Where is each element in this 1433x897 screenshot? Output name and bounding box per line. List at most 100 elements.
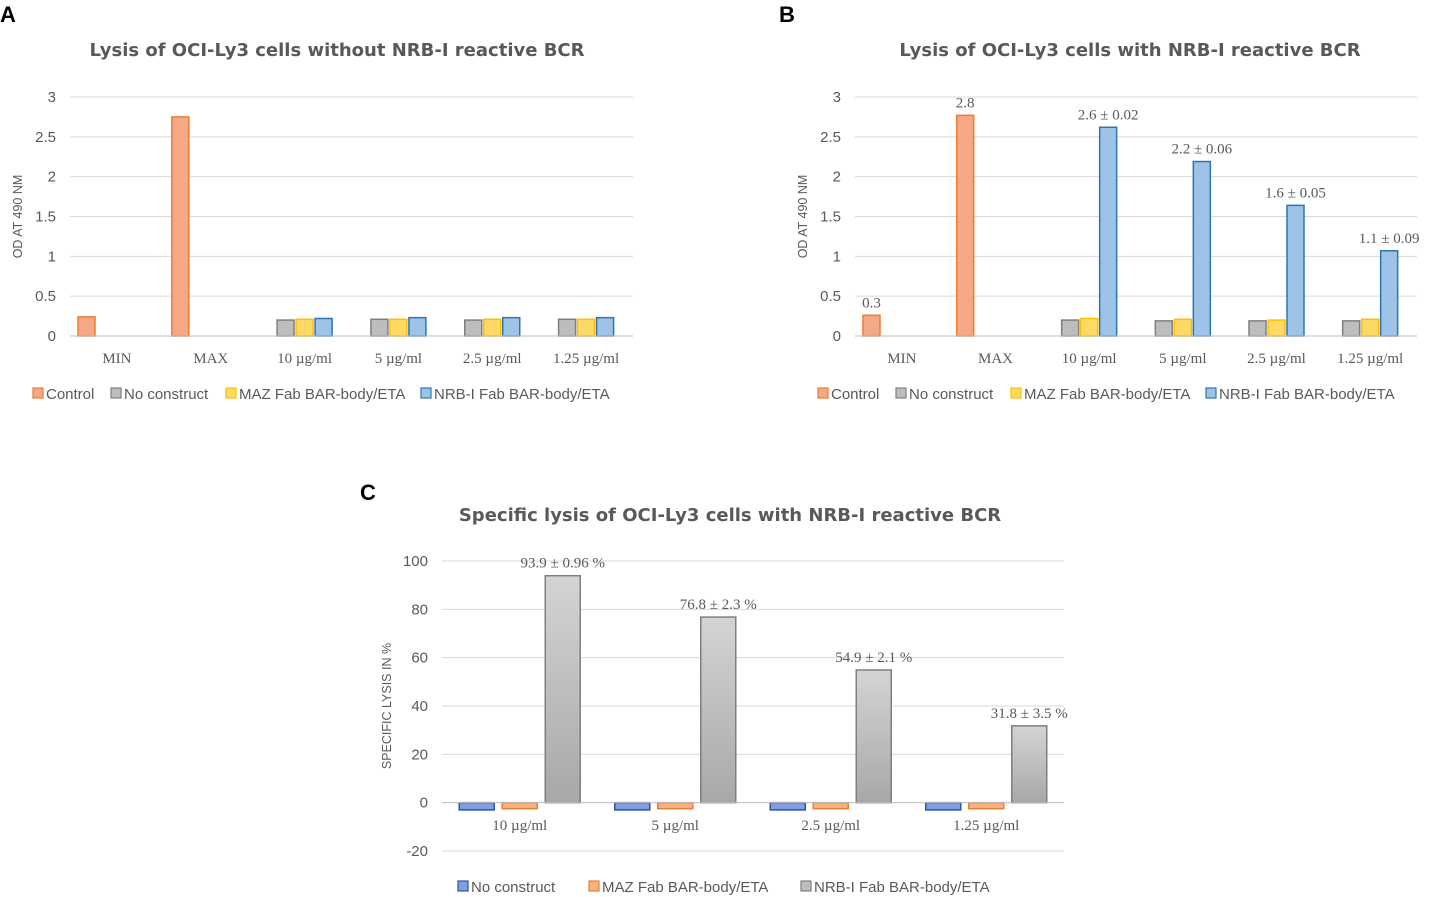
bar-nrb-i-fab-bar-body-eta-3 [408,316,427,337]
x-tick-label: MAX [978,351,1013,367]
x-tick-label: 5 µg/ml [375,351,422,367]
y-tick-label: 1.5 [820,209,841,226]
legend-swatch [420,387,432,399]
legend-label: NRB-I Fab BAR-body/ETA [814,879,990,896]
bar-nrb-i-fab-bar-body-eta-3 [1192,160,1212,337]
bar-maz-fab-bar-body-eta-2 [295,318,314,337]
data-label: 1.1 ± 0.09 [1359,231,1420,247]
bar-control-0 [77,316,96,337]
bar-no-construct-2 [1060,319,1080,337]
bar-no-construct-0 [458,801,495,811]
bar-no-construct-3 [925,801,962,811]
bar-nrb-i-fab-bar-body-eta-3 [1011,725,1048,804]
y-tick-label: 2.5 [35,129,56,146]
x-tick-label: MIN [102,351,131,367]
legend-swatch [588,880,600,892]
bar-nrb-i-fab-bar-body-eta-4 [502,316,521,337]
x-tick-label: 2.5 µg/ml [801,818,860,834]
y-tick-label: 1 [833,248,841,265]
data-label: 0.3 [862,295,881,311]
legend-label: No construct [124,386,209,403]
x-tick-label: MIN [887,351,916,367]
legend-swatch [1010,387,1022,399]
data-label: 1.6 ± 0.05 [1265,185,1326,201]
legend-swatch [800,880,812,892]
bar-maz-fab-bar-body-eta-4 [483,318,502,337]
bar-control-1 [171,116,190,337]
legend-label: NRB-I Fab BAR-body/ETA [434,386,610,403]
bar-no-construct-3 [370,318,389,337]
bar-no-construct-2 [769,801,806,811]
bar-maz-fab-bar-body-eta-5 [1360,318,1380,337]
legend-label: MAZ Fab BAR-body/ETA [602,879,768,896]
x-tick-label: 1.25 µg/ml [553,351,619,367]
y-tick-label: 0 [833,328,841,345]
x-tick-label: 10 µg/ml [492,818,547,834]
bar-maz-fab-bar-body-eta-4 [1267,319,1286,337]
bar-maz-fab-bar-body-eta-3 [1173,318,1193,337]
y-tick-label: 20 [411,746,428,763]
chart-b: Lysis of OCI-Ly3 cells with NRB-I reacti… [796,40,1420,403]
x-tick-label: 1.25 µg/ml [953,818,1019,834]
y-tick-label: 3 [48,89,56,106]
y-axis-label: OD AT 490 NM [796,175,810,259]
legend-label: No construct [471,879,556,896]
bar-no-construct-4 [1248,320,1267,337]
bar-no-construct-2 [276,319,295,337]
x-tick-label: 2.5 µg/ml [1247,351,1306,367]
x-tick-label: 2.5 µg/ml [463,351,522,367]
legend-label: NRB-I Fab BAR-body/ETA [1219,386,1395,403]
legend-label: No construct [909,386,994,403]
legend-swatch [895,387,907,399]
bar-control-1 [955,114,975,337]
legend-label: MAZ Fab BAR-body/ETA [239,386,405,403]
x-tick-label: 5 µg/ml [1159,351,1206,367]
y-tick-label: 80 [411,601,428,618]
y-tick-label: 0.5 [35,288,56,305]
legend-swatch [1205,387,1217,399]
bar-maz-fab-bar-body-eta-2 [1079,317,1099,337]
x-tick-label: 5 µg/ml [652,818,699,834]
bar-maz-fab-bar-body-eta-3 [968,801,1005,810]
y-tick-label: 1.5 [35,209,56,226]
data-label: 2.8 [956,95,975,111]
x-tick-label: 10 µg/ml [1062,351,1117,367]
bar-nrb-i-fab-bar-body-eta-2 [314,317,333,337]
legend-swatch [817,387,829,399]
bar-nrb-i-fab-bar-body-eta-5 [595,316,615,337]
panel-letter-c: C [360,480,376,505]
bar-maz-fab-bar-body-eta-0 [501,801,538,810]
bar-no-construct-1 [614,801,651,811]
bar-nrb-i-fab-bar-body-eta-0 [544,574,581,804]
y-tick-label: 0 [420,795,428,812]
legend-label: MAZ Fab BAR-body/ETA [1024,386,1190,403]
chart-c: Specific lysis of OCI-Ly3 cells with NRB… [380,505,1068,896]
bar-no-construct-4 [464,319,483,337]
data-label: 2.2 ± 0.06 [1171,142,1232,158]
y-tick-label: 40 [411,698,428,715]
y-tick-label: 0 [48,328,56,345]
panel-letter-b: B [779,2,795,27]
data-label: 2.6 ± 0.02 [1078,107,1139,123]
y-tick-label: 0.5 [820,288,841,305]
bar-maz-fab-bar-body-eta-1 [657,801,694,810]
y-axis-label: SPECIFIC LYSIS IN % [380,643,394,769]
legend-swatch [32,387,44,399]
bar-nrb-i-fab-bar-body-eta-2 [1098,126,1118,337]
bar-maz-fab-bar-body-eta-2 [812,801,849,810]
bar-nrb-i-fab-bar-body-eta-4 [1286,204,1305,337]
data-label: 76.8 ± 2.3 % [680,597,757,613]
y-tick-label: 60 [411,650,428,667]
bar-no-construct-5 [557,318,577,337]
panel-letter-a: A [0,2,16,27]
y-tick-label: 2 [833,169,841,186]
bar-maz-fab-bar-body-eta-5 [576,318,596,337]
y-tick-label: 2.5 [820,129,841,146]
data-label: 54.9 ± 2.1 % [835,650,912,666]
legend-swatch [457,880,469,892]
y-tick-label: 100 [403,553,428,570]
y-axis-label: OD AT 490 NM [11,175,25,259]
y-tick-label: 2 [48,169,56,186]
x-tick-label: 1.25 µg/ml [1337,351,1403,367]
